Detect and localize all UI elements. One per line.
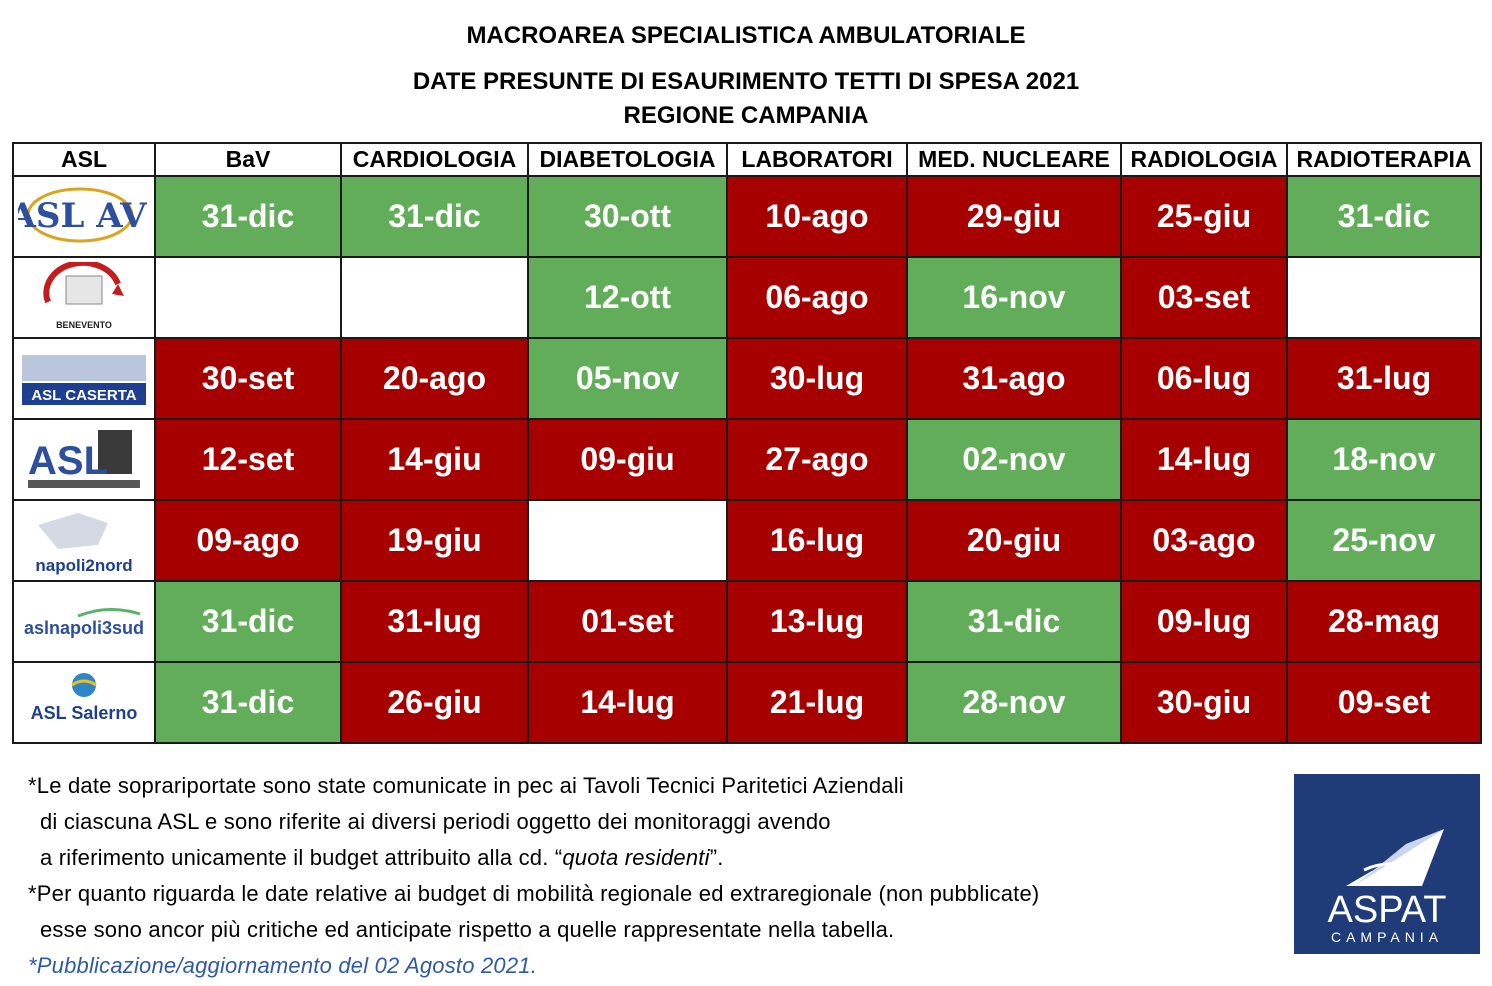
cell-radiologia: 30-giu [1120,661,1288,744]
cell-med-nucleare: 31-ago [906,337,1122,420]
cell-laboratori: 21-lug [726,661,908,744]
header-line-1: MACROAREA SPECIALISTICA AMBULATORIALE [466,22,1026,49]
cell-radioterapia: 31-dic [1286,175,1482,258]
cell-radiologia: 03-set [1120,256,1288,339]
note-1-line-3: a riferimento unicamente il budget attri… [40,845,724,870]
header-row: ASL BaV CARDIOLOGIA DIABETOLOGIA LABORAT… [12,142,1482,177]
cell-med-nucleare: 29-giu [906,175,1122,258]
note-2-line-2: esse sono ancor più critiche ed anticipa… [40,917,895,942]
cell-radioterapia: 18-nov [1286,418,1482,501]
aspat-sail-icon: ASPAT CAMPANIA [1328,829,1447,945]
logo-text: aslnapoli3sud [24,618,144,638]
cell-bav: 31-dic [154,175,342,258]
cell-med-nucleare: 20-giu [906,499,1122,582]
cell-radiologia: 14-lug [1120,418,1288,501]
cell-cardiologia [340,256,529,339]
cell-diabetologia: 12-ott [527,256,728,339]
col-header-radiologia: RADIOLOGIA [1120,142,1288,177]
cell-diabetologia: 05-nov [527,337,728,420]
cell-radiologia: 06-lug [1120,337,1288,420]
table-row: ASL 12-set 14-giu 09-giu 27-ago 02-nov 14-lug 1… [12,418,1482,501]
cell-bav: 30-set [154,337,342,420]
table-row: ASL CASERTA 30-set 20-ago 05-nov 30-lug 31-ag… [12,337,1482,420]
cell-bav [154,256,342,339]
asl-napoli2nord-logo: napoli2nord [12,499,156,582]
cell-radiologia: 09-lug [1120,580,1288,663]
cell-cardiologia: 20-ago [340,337,529,420]
cell-diabetologia: 30-ott [527,175,728,258]
table-row: aslnapoli3sud 31-dic 31-lug 01-set 13-lug 31-… [12,580,1482,663]
cell-diabetologia: 14-lug [527,661,728,744]
cell-laboratori: 10-ago [726,175,908,258]
note-1-line-2: di ciascuna ASL e sono riferite ai diver… [40,809,831,834]
table-row: ASL AV 31-dic 31-dic 30-ott 10-ago 29-giu 25-g… [9,175,1482,258]
table-row: ASL Salerno 31-dic 26-giu 14-lug 21-lug 28-no… [12,661,1482,744]
cell-bav: 31-dic [154,580,342,663]
asl-benevento-logo: BENEVENTO [12,256,156,339]
col-header-diabetologia: DIABETOLOGIA [527,142,728,177]
logo-text: ASL CASERTA [31,387,136,404]
header-line-2: DATE PRESUNTE DI ESAURIMENTO TETTI DI SP… [412,68,1080,95]
asl-caserta-logo: ASL CASERTA [12,337,156,420]
col-header-cardiologia: CARDIOLOGIA [340,142,529,177]
cell-laboratori: 13-lug [726,580,908,663]
cell-radiologia: 03-ago [1120,499,1288,582]
logo-text: BENEVENTO [56,320,112,330]
cell-radioterapia: 25-nov [1286,499,1482,582]
cell-med-nucleare: 28-nov [906,661,1122,744]
note-2-line-1: *Per quanto riguarda le date relative ai… [28,881,1040,906]
cell-cardiologia: 19-giu [340,499,529,582]
col-header-bav: BaV [154,142,342,177]
cell-bav: 31-dic [154,661,342,744]
col-header-radioterapia: RADIOTERAPIA [1286,142,1482,177]
logo-text: ASL AV [18,196,147,236]
cell-med-nucleare: 16-nov [906,256,1122,339]
cell-med-nucleare: 31-dic [906,580,1122,663]
cell-bav: 09-ago [154,499,342,582]
col-header-asl: ASL [12,142,156,177]
footnotes: *Le date soprariportate sono state comun… [28,768,1039,984]
quota-residenti-emphasis: quota residenti [562,845,710,870]
cell-laboratori: 06-ago [726,256,908,339]
col-header-laboratori: LABORATORI [726,142,908,177]
asl-napoli3sud-logo: aslnapoli3sud [12,580,156,663]
table-row: napoli2nord 09-ago 19-giu 16-lug 20-giu 03-ag… [12,499,1482,582]
cell-med-nucleare: 02-nov [906,418,1122,501]
logo-text: ASL [28,439,108,483]
cell-cardiologia: 26-giu [340,661,529,744]
cell-radioterapia [1286,256,1482,339]
cell-laboratori: 27-ago [726,418,908,501]
cell-diabetologia: 09-giu [527,418,728,501]
asl-avellino-logo: ASL AV [9,175,156,258]
cell-radioterapia: 09-set [1286,661,1482,744]
cell-cardiologia: 31-dic [340,175,529,258]
asl-salerno-logo: ASL Salerno [12,661,156,744]
logo-text: napoli2nord [35,556,132,575]
cell-diabetologia [527,499,728,582]
cell-radioterapia: 31-lug [1286,337,1482,420]
col-header-med-nucleare: MED. NUCLEARE [906,142,1122,177]
note-1-line-1: *Le date soprariportate sono state comun… [28,773,904,798]
cell-bav: 12-set [154,418,342,501]
aspat-sub: CAMPANIA [1331,929,1443,945]
logo-text: ASL Salerno [31,703,138,723]
publication-date: *Pubblicazione/aggiornamento del 02 Agos… [28,953,538,978]
cell-radioterapia: 28-mag [1286,580,1482,663]
asl-napoli1-logo: ASL [12,418,156,501]
aspat-name: ASPAT [1328,889,1447,931]
cell-cardiologia: 31-lug [340,580,529,663]
cell-laboratori: 16-lug [726,499,908,582]
header-line-3: REGIONE CAMPANIA [623,102,869,129]
deadlines-table: ASL BaV CARDIOLOGIA DIABETOLOGIA LABORAT… [9,142,1482,744]
cell-cardiologia: 14-giu [340,418,529,501]
table-row: BENEVENTO 12-ott 06-ago 16-nov 03-set [12,256,1482,339]
cell-diabetologia: 01-set [527,580,728,663]
cell-laboratori: 30-lug [726,337,908,420]
cell-radiologia: 25-giu [1120,175,1288,258]
aspat-campania-logo: ASPAT CAMPANIA [1294,774,1480,954]
